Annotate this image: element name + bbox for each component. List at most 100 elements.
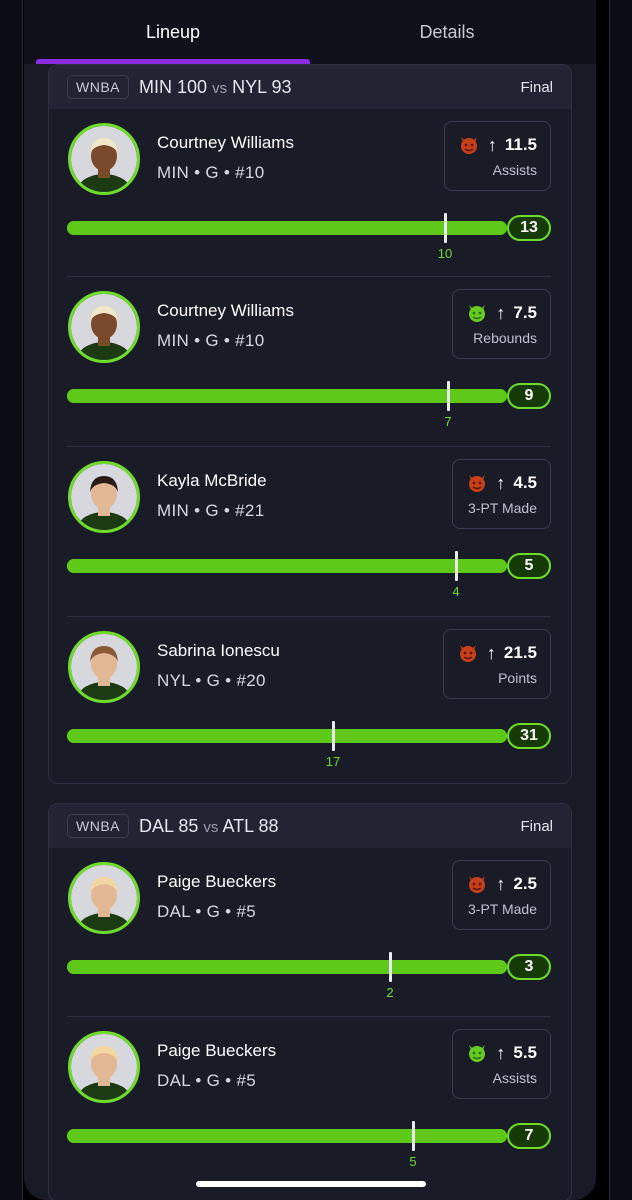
progress-fill [67, 559, 507, 573]
game-card[interactable]: WNBA MIN 100 vs NYL 93 Final Courtney Wi… [48, 64, 572, 784]
lineup-panel: Lineup Details WNBA MIN 100 vs NYL 93 Fi… [24, 0, 596, 1200]
stat-type: Assists [492, 1070, 537, 1086]
player-name: Courtney Williams [157, 301, 294, 320]
team-b: ATL [222, 815, 254, 836]
pick-row[interactable]: Kayla McBride MIN • G • #21 ↑ 4.5 3-PT Made 4… [67, 446, 551, 617]
actual-value-badge: 5 [507, 553, 551, 579]
stat-type: 3-PT Made [468, 500, 537, 516]
player-avatar [68, 291, 140, 363]
progress-marker [332, 721, 335, 751]
player-avatar [68, 631, 140, 703]
pick-line: 7.5 [513, 303, 537, 322]
score-a: 85 [178, 815, 199, 836]
progress-fill [67, 389, 507, 403]
marker-label: 5 [409, 1154, 417, 1169]
player-name: Paige Bueckers [157, 1041, 277, 1060]
pick-box[interactable]: ↑ 5.5 Assists [452, 1029, 551, 1099]
pick-row[interactable]: Paige Bueckers DAL • G • #5 ↑ 2.5 3-PT Made 2… [67, 848, 551, 1018]
progress-fill [67, 221, 507, 235]
progress-marker [455, 551, 458, 581]
pick-box[interactable]: ↑ 2.5 3-PT Made [452, 860, 551, 930]
league-badge: WNBA [67, 75, 129, 99]
pick-row[interactable]: Paige Bueckers DAL • G • #5 ↑ 5.5 Assists 5 7 [67, 1016, 551, 1187]
up-arrow-icon: ↑ [487, 134, 497, 155]
marker-label: 17 [325, 754, 341, 769]
game-score: DAL 85 vs ATL 88 [139, 816, 279, 837]
actual-value-badge: 31 [507, 723, 551, 749]
progress-fill [67, 960, 507, 974]
stat-type: Assists [492, 162, 537, 178]
marker-label: 10 [437, 246, 453, 261]
actual-value-badge: 7 [507, 1123, 551, 1149]
tab-details[interactable]: Details [419, 21, 475, 42]
player-meta: MIN • G • #10 [157, 331, 265, 350]
player-meta: DAL • G • #5 [157, 902, 256, 921]
marker-label: 4 [452, 584, 460, 599]
pick-line: 2.5 [513, 874, 537, 893]
pick-row[interactable]: Courtney Williams MIN • G • #10 ↑ 11.5 Assis… [67, 109, 551, 279]
pick-box[interactable]: ↑ 4.5 3-PT Made [452, 459, 551, 529]
player-meta: DAL • G • #5 [157, 1071, 256, 1090]
marker-label: 7 [444, 414, 452, 429]
pick-box[interactable]: ↑ 11.5 Assists [443, 121, 551, 191]
devil-emoji-icon [466, 302, 488, 324]
progress-marker [389, 952, 392, 982]
devil-emoji-icon [458, 134, 480, 156]
league-badge: WNBA [67, 814, 129, 838]
game-header: WNBA MIN 100 vs NYL 93 Final [49, 65, 571, 109]
pick-box[interactable]: ↑ 21.5 Points [442, 629, 551, 699]
score-b: 88 [258, 815, 279, 836]
game-score: MIN 100 vs NYL 93 [139, 77, 292, 98]
pick-line: 5.5 [513, 1043, 537, 1062]
actual-value-badge: 13 [507, 215, 551, 241]
marker-label: 2 [386, 985, 394, 1000]
adjacent-screen-left [0, 0, 23, 1200]
game-header: WNBA DAL 85 vs ATL 88 Final [49, 804, 571, 848]
pick-line: 4.5 [513, 473, 537, 492]
pick-line: 21.5 [503, 643, 537, 662]
progress-marker [447, 381, 450, 411]
progress-marker [444, 213, 447, 243]
devil-emoji-icon [466, 873, 488, 895]
progress-fill [67, 1129, 507, 1143]
up-arrow-icon: ↑ [496, 302, 506, 323]
score-b: 93 [271, 76, 292, 97]
up-arrow-icon: ↑ [496, 472, 506, 493]
adjacent-screen-right [609, 0, 632, 1200]
stat-type: Rebounds [473, 330, 537, 346]
vs-label: vs [212, 79, 228, 97]
game-status: Final [520, 817, 553, 835]
tab-lineup[interactable]: Lineup [145, 21, 201, 42]
up-arrow-icon: ↑ [496, 873, 506, 894]
devil-emoji-icon [466, 1042, 488, 1064]
player-name: Paige Bueckers [157, 872, 277, 891]
player-name: Sabrina Ionescu [157, 641, 280, 660]
team-a: MIN [139, 76, 172, 97]
stat-type: Points [498, 670, 537, 686]
stat-type: 3-PT Made [468, 901, 537, 917]
actual-value-badge: 9 [507, 383, 551, 409]
game-status: Final [520, 78, 553, 96]
pick-row[interactable]: Courtney Williams MIN • G • #10 ↑ 7.5 Reboun… [67, 276, 551, 447]
player-avatar [68, 862, 140, 934]
active-tab-indicator [36, 59, 310, 64]
player-name: Kayla McBride [157, 471, 267, 490]
progress-marker [412, 1121, 415, 1151]
player-avatar [68, 461, 140, 533]
home-indicator[interactable] [196, 1181, 426, 1187]
player-meta: MIN • G • #10 [157, 163, 265, 182]
vs-label: vs [203, 818, 219, 836]
game-card[interactable]: WNBA DAL 85 vs ATL 88 Final Paige Buecke… [48, 803, 572, 1200]
pick-box[interactable]: ↑ 7.5 Rebounds [452, 289, 551, 359]
player-meta: MIN • G • #21 [157, 501, 265, 520]
player-avatar [68, 1031, 140, 1103]
player-meta: NYL • G • #20 [157, 671, 266, 690]
progress-fill [67, 729, 507, 743]
team-a: DAL [139, 815, 174, 836]
pick-line: 11.5 [504, 135, 537, 154]
devil-emoji-icon [457, 642, 479, 664]
score-a: 100 [177, 76, 208, 97]
player-name: Courtney Williams [157, 133, 294, 152]
pick-row[interactable]: Sabrina Ionescu NYL • G • #20 ↑ 21.5 Points 1… [67, 616, 551, 783]
player-avatar [68, 123, 140, 195]
